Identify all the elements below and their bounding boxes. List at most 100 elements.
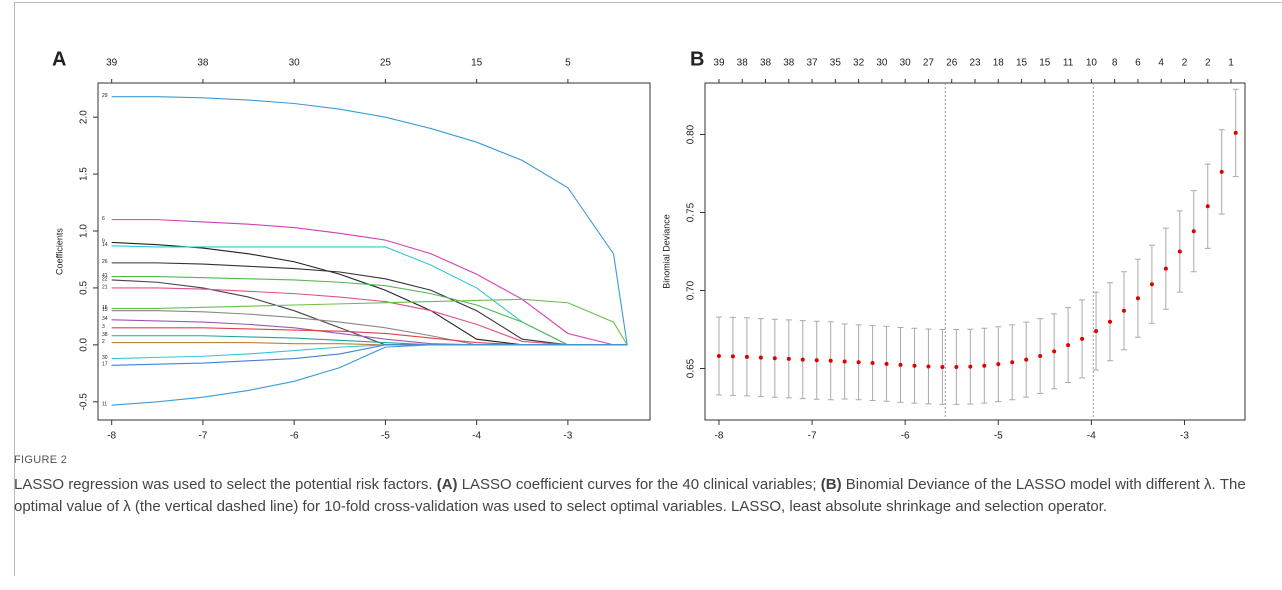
y-tick-label: 2.0 <box>79 110 90 124</box>
top-tick-label: 2 <box>1205 58 1211 69</box>
plot-box <box>704 82 1246 421</box>
top-tick-label: 39 <box>106 58 118 69</box>
coefficient-line <box>111 344 628 406</box>
point <box>1149 282 1154 287</box>
x-axis-title: Log Lambda <box>349 449 399 450</box>
series-label: 2 <box>102 339 105 345</box>
x-tick-label: -3 <box>563 431 572 442</box>
y-tick-label: 1.5 <box>79 167 90 181</box>
top-tick-label: 8 <box>1112 58 1118 69</box>
series-label: 41 <box>102 273 108 279</box>
top-tick-label: 25 <box>380 58 392 69</box>
point <box>1233 130 1238 135</box>
point <box>982 363 987 368</box>
top-tick-label: 27 <box>923 58 935 69</box>
frame-line <box>14 2 1282 3</box>
point <box>730 354 735 359</box>
top-tick-label: 35 <box>830 58 842 69</box>
series-label: 29 <box>102 93 108 99</box>
series-label: 30 <box>102 355 108 361</box>
top-tick-label: 2 <box>1182 58 1188 69</box>
point <box>1052 349 1057 354</box>
coefficient-line <box>111 219 628 346</box>
y-tick-label: 0.80 <box>686 124 697 144</box>
point <box>786 356 791 361</box>
top-tick-label: 30 <box>289 58 301 69</box>
x-tick-label: -5 <box>381 431 390 442</box>
x-axis-title: Log(λ) <box>962 449 988 450</box>
point <box>912 363 917 368</box>
point <box>828 358 833 363</box>
point <box>1108 319 1112 324</box>
point <box>1177 249 1182 254</box>
point <box>1010 360 1015 365</box>
point <box>1205 204 1210 209</box>
point <box>884 361 889 366</box>
series-label: 3 <box>102 324 105 330</box>
point <box>1191 229 1196 234</box>
series-label: 22 <box>102 276 108 282</box>
point <box>968 364 973 369</box>
coefficient-line <box>111 279 628 346</box>
point <box>996 362 1001 367</box>
series-label: 34 <box>102 316 108 322</box>
coefficient-line <box>111 241 628 346</box>
coefficient-line <box>111 298 628 346</box>
point <box>926 364 931 369</box>
point <box>758 355 763 360</box>
point <box>716 354 721 359</box>
y-tick-label: 0.75 <box>686 202 697 222</box>
y-tick-label: 1.0 <box>79 224 90 238</box>
series-label: 14 <box>102 242 108 248</box>
point <box>1024 357 1029 362</box>
top-tick-label: 38 <box>737 58 749 69</box>
top-tick-label: 38 <box>760 58 772 69</box>
caption-panel-ref: (A) <box>436 476 458 493</box>
top-tick-label: 1 <box>1228 58 1234 69</box>
coefficient-line <box>111 344 628 366</box>
series-label: 6 <box>102 216 105 222</box>
x-tick-label: -8 <box>715 431 724 442</box>
point <box>856 360 861 365</box>
x-tick-label: -3 <box>1180 431 1189 442</box>
top-tick-label: 37 <box>807 58 819 69</box>
top-tick-label: 6 <box>1135 58 1141 69</box>
series-label: 21 <box>102 284 108 290</box>
y-tick-label: 0.5 <box>79 281 90 295</box>
top-tick-label: 30 <box>876 58 888 69</box>
caption-part: LASSO coefficient curves for the 40 clin… <box>457 476 821 493</box>
series-label: 17 <box>102 362 108 368</box>
y-tick-label: 0.65 <box>686 358 697 378</box>
caption-part: LASSO regression was used to select the … <box>14 476 437 493</box>
series-label: 38 <box>102 332 108 338</box>
point <box>1080 336 1085 341</box>
top-tick-label: 15 <box>1039 58 1051 69</box>
top-tick-label: 15 <box>1016 58 1028 69</box>
top-tick-label: 10 <box>1086 58 1098 69</box>
x-tick-label: -6 <box>901 431 910 442</box>
frame-line <box>14 2 15 576</box>
point <box>1163 266 1168 271</box>
point <box>1219 169 1224 174</box>
point <box>1038 354 1043 359</box>
top-tick-label: 26 <box>946 58 958 69</box>
plot-box <box>97 82 651 421</box>
x-tick-label: -4 <box>472 431 481 442</box>
x-tick-label: -5 <box>994 431 1003 442</box>
top-tick-label: 4 <box>1158 58 1164 69</box>
x-tick-label: -7 <box>808 431 817 442</box>
figure-label: FIGURE 2 <box>14 454 68 466</box>
caption-text: LASSO regression was used to select the … <box>14 474 1264 518</box>
series-label: 15 <box>102 307 108 313</box>
x-tick-label: -6 <box>290 431 299 442</box>
series-label: 11 <box>102 402 107 408</box>
caption-part: Binomial Deviance of the LASSO model wit… <box>14 476 1246 515</box>
series-label: 26 <box>102 259 108 265</box>
point <box>772 356 777 361</box>
y-axis-title: Coefficients <box>54 228 64 275</box>
panel-label: A <box>52 48 66 70</box>
caption: FIGURE 2 LASSO regression was used to se… <box>14 454 1264 518</box>
point <box>870 361 875 366</box>
y-axis-title: Binomial Deviance <box>661 214 671 289</box>
